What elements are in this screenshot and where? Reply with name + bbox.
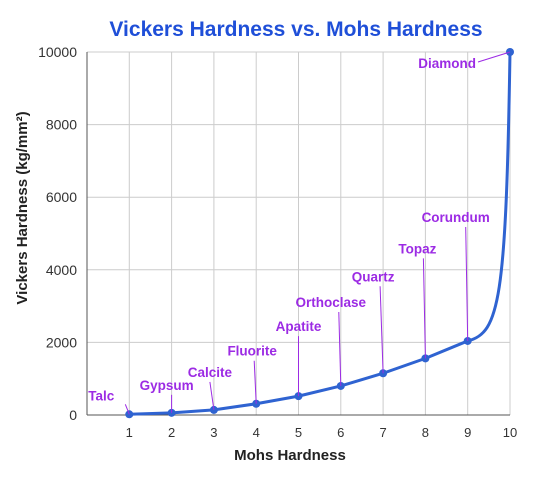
x-axis-title: Mohs Hardness xyxy=(234,447,346,464)
y-tick-label: 8000 xyxy=(46,117,77,133)
x-tick-label: 6 xyxy=(337,425,344,440)
mineral-label: Gypsum xyxy=(140,378,194,393)
mineral-label: Apatite xyxy=(276,319,322,334)
x-tick-label: 1 xyxy=(126,425,133,440)
y-axis-title: Vickers Hardness (kg/mm²) xyxy=(14,111,31,304)
mineral-label: Calcite xyxy=(188,365,233,380)
label-leader-line xyxy=(477,51,511,63)
label-leader-line xyxy=(422,258,426,359)
y-tick-label: 0 xyxy=(69,407,77,423)
data-point xyxy=(252,399,261,408)
mineral-label: Fluorite xyxy=(227,344,277,359)
y-tick-label: 4000 xyxy=(46,262,77,278)
x-tick-label: 2 xyxy=(168,425,175,440)
x-tick-label: 5 xyxy=(295,425,302,440)
x-tick-label: 10 xyxy=(503,425,517,440)
x-tick-label: 8 xyxy=(422,425,429,440)
label-leader-line xyxy=(338,311,342,386)
x-tick-label: 7 xyxy=(379,425,386,440)
mineral-label: Corundum xyxy=(422,210,490,225)
tick-labels: 0 2000 4000 6000 8000 10000 1 2 3 4 5 6 7 8 9 10 xyxy=(38,44,517,440)
mineral-label: Diamond xyxy=(418,56,476,71)
x-tick-label: 3 xyxy=(210,425,217,440)
y-tick-label: 6000 xyxy=(46,189,77,205)
label-leader-line xyxy=(253,360,257,404)
x-tick-label: 4 xyxy=(253,425,260,440)
mineral-label: Talc xyxy=(88,388,115,403)
axes xyxy=(86,52,510,416)
mineral-label: Quartz xyxy=(352,269,395,284)
y-tick-label: 10000 xyxy=(38,44,77,60)
label-leader-line xyxy=(209,381,215,410)
series xyxy=(125,48,514,419)
mineral-label: Orthoclase xyxy=(296,295,367,310)
label-leader-line xyxy=(465,226,469,341)
y-tick-label: 2000 xyxy=(46,334,77,350)
label-leader-line xyxy=(379,286,384,374)
label-leader-line xyxy=(124,404,130,415)
series-line xyxy=(127,50,512,416)
x-tick-label: 9 xyxy=(464,425,471,440)
mineral-label: Topaz xyxy=(398,241,436,256)
chart-title: Vickers Hardness vs. Mohs Hardness xyxy=(109,18,482,41)
